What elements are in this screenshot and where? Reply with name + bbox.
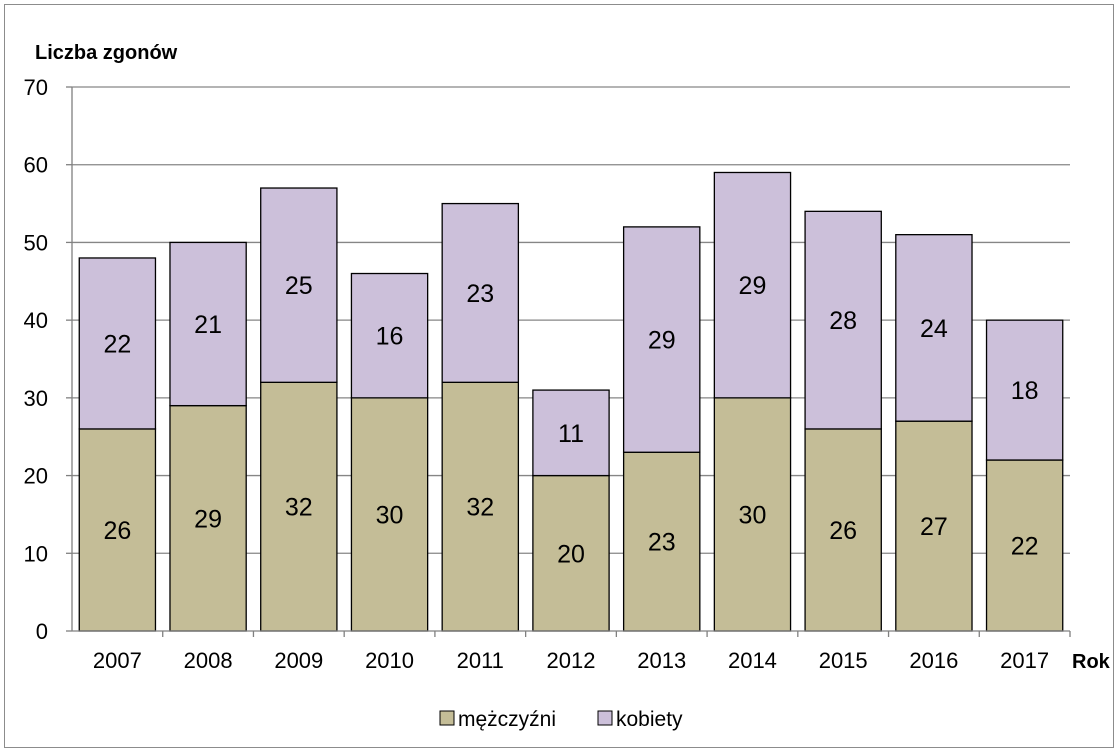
data-label: 32 [285,494,313,522]
bar-women-2007 [78,257,157,430]
bar-men-2017 [985,459,1064,632]
bar-women-2011 [441,202,520,383]
bar-men-2014 [713,397,792,632]
bar-men-2011 [441,381,520,632]
data-label: 21 [194,311,222,339]
data-label: 20 [557,540,585,568]
x-tick-label: 2012 [547,648,596,673]
bar-women-2015 [804,210,882,430]
data-label: 24 [920,315,948,343]
x-tick-label: 2015 [819,648,868,673]
bar-men-2007 [78,428,157,632]
data-label: 25 [285,272,313,300]
data-label: 30 [376,501,404,529]
data-labels: 26 22 29 21 32 25 30 16 32 23 20 11 23 29 30 29 26 28 27 24… [103,272,1038,568]
legend-swatch-women [597,710,613,726]
bar-women-2014 [713,171,792,399]
bar-women-2010 [350,272,429,399]
x-axis-title: Rok [1072,651,1111,673]
bars [78,171,1064,632]
bar-men-2008 [169,404,247,632]
bar-women-2009 [260,187,338,383]
x-tick-labels: 2007 2008 2009 2010 2011 2012 2013 2014 2015 2016… [93,631,1071,673]
bar-men-2009 [260,381,338,632]
data-label: 23 [466,280,494,308]
bar-men-2010 [350,397,429,632]
data-label: 29 [739,272,767,300]
legend-label-women: kobiety [616,708,683,731]
data-label: 26 [829,517,857,545]
y-tick-label: 70 [24,75,48,100]
y-axis-title: Liczba zgonów [35,42,178,64]
bar-women-2016 [895,234,973,422]
axes [71,87,1070,632]
x-tick-label: 2013 [637,648,686,673]
bar-women-2012 [532,389,610,477]
data-label: 11 [558,420,584,448]
bar-men-2012 [532,474,610,632]
legend-swatch-men [439,710,455,726]
data-label: 29 [648,327,676,355]
y-tick-label: 0 [36,619,48,644]
data-label: 29 [194,505,222,533]
data-label: 32 [466,494,494,522]
y-tick-label: 30 [24,386,48,411]
data-label: 16 [376,323,404,351]
data-label: 30 [739,501,767,529]
y-tick-label: 50 [24,230,48,255]
x-tick-label: 2017 [1000,648,1049,673]
x-tick-label: 2014 [728,648,777,673]
bar-men-2013 [622,451,701,632]
legend: mężczyźni kobiety [439,708,683,731]
x-tick-label: 2009 [274,648,323,673]
data-label: 23 [648,529,676,557]
x-tick-label: 2016 [909,648,958,673]
y-tick-label: 20 [24,464,48,489]
bar-women-2008 [169,241,247,407]
data-label: 28 [829,307,857,335]
bar-women-2013 [622,226,701,453]
y-tick-label: 60 [24,153,48,178]
legend-label-men: mężczyźni [458,708,556,731]
data-label: 22 [1011,533,1039,561]
x-tick-label: 2008 [184,648,233,673]
bar-men-2015 [804,428,882,632]
data-label: 18 [1011,377,1039,405]
bar-women-2017 [985,319,1064,461]
x-tick-label: 2010 [365,648,414,673]
data-label: 26 [103,517,131,545]
x-tick-label: 2011 [457,648,504,673]
y-tick-label: 40 [24,308,48,333]
x-tick-label: 2007 [93,648,142,673]
y-tick-label: 10 [24,541,48,566]
data-label: 22 [103,330,131,358]
bar-men-2016 [895,420,973,632]
data-label: 27 [920,513,948,541]
y-tick-labels: 0 10 20 30 40 50 60 70 [24,75,72,644]
